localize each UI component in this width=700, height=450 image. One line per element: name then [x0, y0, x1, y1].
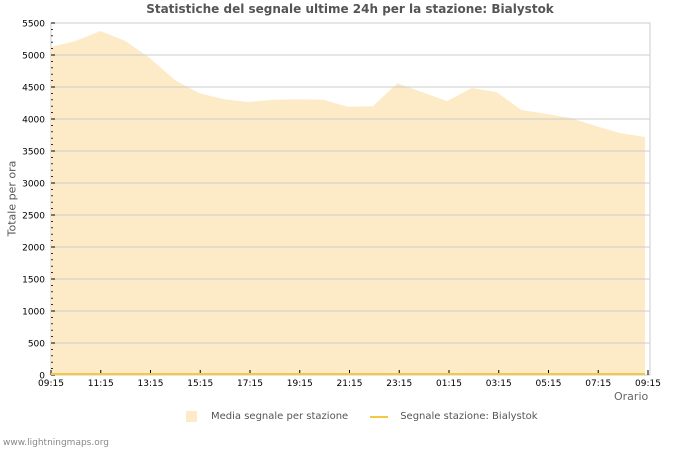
svg-text:05:15: 05:15	[536, 379, 562, 389]
svg-text:4500: 4500	[22, 84, 45, 94]
area-swatch-icon	[186, 411, 197, 422]
average-signal-area	[51, 31, 645, 375]
legend-label: Media segnale per stazione	[211, 411, 349, 422]
svg-text:21:15: 21:15	[337, 379, 363, 389]
line-swatch-icon	[370, 415, 389, 418]
svg-text:3000: 3000	[22, 180, 45, 190]
svg-text:1000: 1000	[22, 308, 45, 318]
svg-text:17:15: 17:15	[237, 379, 263, 389]
svg-text:500: 500	[28, 340, 45, 350]
legend-item-average[interactable]: Media segnale per stazione	[186, 411, 348, 422]
svg-text:2500: 2500	[22, 212, 45, 222]
chart-plot: 0 500 1000 1500 2000 2500 3000 3500 4000 4500 5000…	[22, 20, 661, 390]
svg-text:2000: 2000	[22, 244, 45, 254]
legend-label: Segnale stazione: Bialystok	[400, 411, 538, 422]
chart-title: Statistiche del segnale ultime 24h per l…	[146, 2, 554, 16]
svg-text:5000: 5000	[22, 52, 45, 62]
legend: Media segnale per stazione Segnale stazi…	[186, 411, 560, 422]
svg-text:19:15: 19:15	[287, 379, 313, 389]
svg-text:11:15: 11:15	[88, 379, 114, 389]
svg-text:03:15: 03:15	[486, 379, 512, 389]
svg-text:0: 0	[39, 372, 45, 382]
svg-text:13:15: 13:15	[138, 379, 164, 389]
svg-text:09:15: 09:15	[38, 379, 64, 389]
svg-text:07:15: 07:15	[585, 379, 611, 389]
svg-text:5500: 5500	[22, 20, 45, 30]
x-axis-label: Orario	[614, 390, 649, 403]
svg-text:01:15: 01:15	[436, 379, 462, 389]
svg-text:3500: 3500	[22, 148, 45, 158]
svg-text:15:15: 15:15	[187, 379, 213, 389]
svg-text:23:15: 23:15	[386, 379, 412, 389]
legend-item-station[interactable]: Segnale stazione: Bialystok	[370, 411, 538, 422]
svg-text:4000: 4000	[22, 116, 45, 126]
svg-text:1500: 1500	[22, 276, 45, 286]
svg-text:09:15: 09:15	[635, 379, 661, 389]
footer-credit: www.lightningmaps.org	[3, 438, 109, 448]
